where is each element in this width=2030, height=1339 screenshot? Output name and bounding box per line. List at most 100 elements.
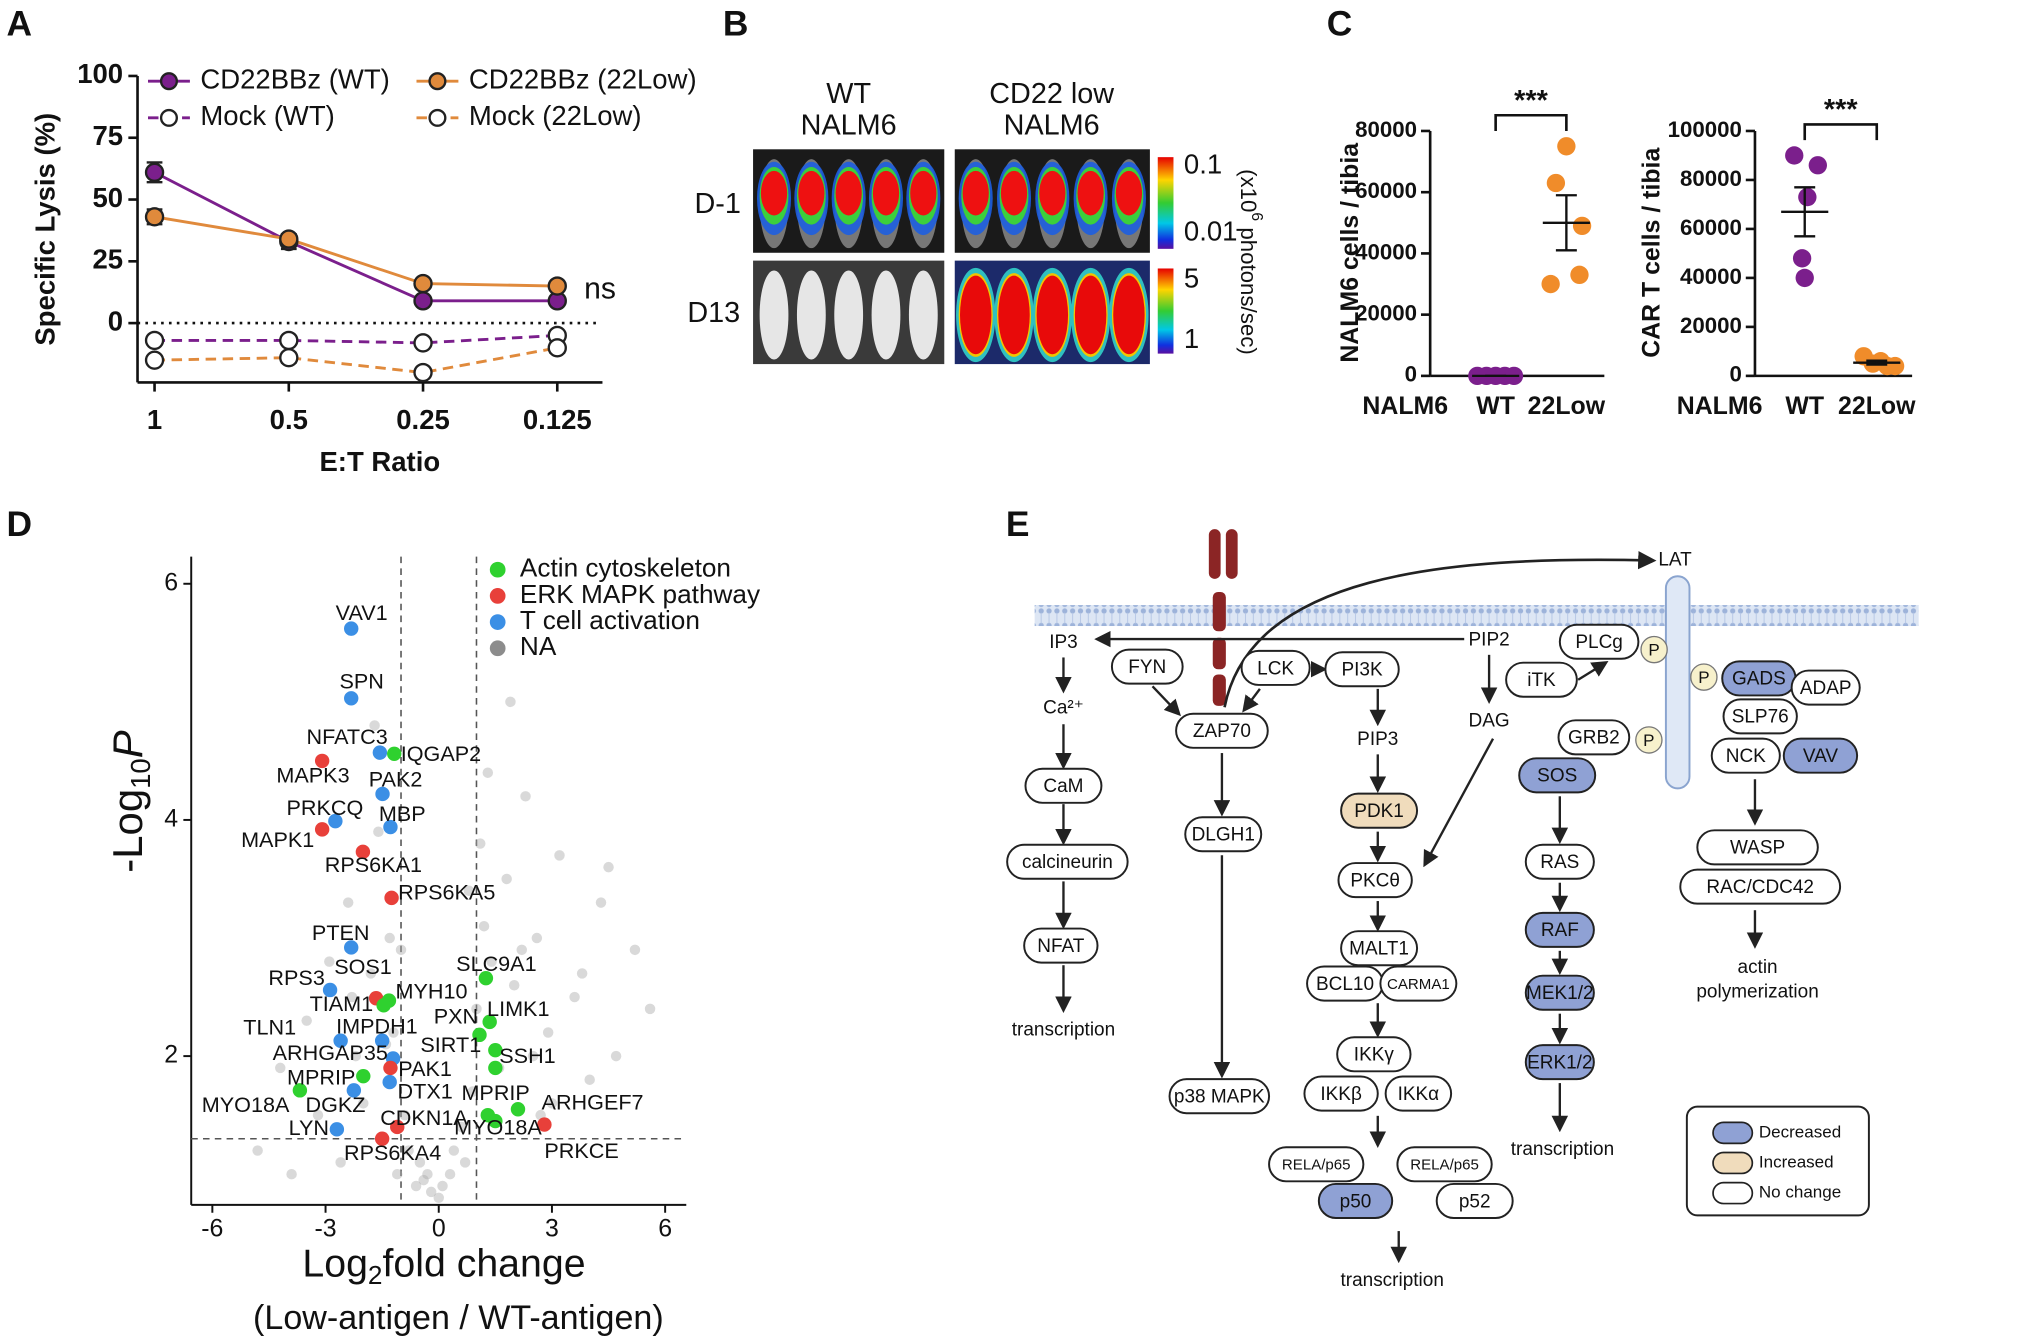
data-point [1808, 156, 1827, 175]
data-point [471, 1003, 482, 1015]
phospho [1635, 726, 1663, 754]
signal [835, 170, 862, 216]
legend-marker [159, 72, 178, 91]
pathway-text: LAT [1658, 550, 1692, 571]
point-label: DTX1 [398, 1078, 453, 1103]
data-point [413, 273, 433, 294]
data-point [410, 1180, 422, 1192]
node-box [1435, 1182, 1514, 1219]
x-tick-label: 1 [147, 404, 162, 435]
x-axis-label: NALM6 [1362, 392, 1448, 420]
y-tick-label: 20000 [1355, 301, 1417, 326]
data-point [508, 980, 520, 991]
data-point [1546, 173, 1566, 193]
data-point [322, 982, 338, 998]
x-tick-label: 0.125 [523, 404, 592, 435]
point-label: IMPDH1 [336, 1013, 418, 1038]
data-point [488, 1113, 503, 1129]
data-point [414, 1157, 426, 1168]
colorbar [1157, 157, 1174, 249]
y-tick-label: 0 [108, 305, 123, 336]
data-point [395, 944, 407, 956]
legend-marker [489, 640, 506, 657]
point-label: ARHGAP35 [273, 1040, 388, 1065]
data-point [252, 1145, 263, 1156]
node-box [1184, 816, 1263, 853]
data-point [527, 1050, 539, 1062]
y-tick-label: 4 [164, 805, 178, 833]
data-point [388, 1027, 399, 1038]
data-point [384, 890, 399, 906]
point-label: RPS6KA4 [344, 1140, 441, 1165]
legend-swatch [1712, 1121, 1754, 1145]
y-tick-label: 6 [164, 568, 178, 596]
node-box [1518, 757, 1597, 794]
legend-label: No change [1759, 1183, 1841, 1202]
x-axis-label: Log2fold change [302, 1242, 585, 1290]
label-part: Log [302, 1242, 368, 1286]
data-point [542, 1027, 554, 1038]
y-tick-label: 40000 [1680, 264, 1742, 289]
data-point [355, 844, 371, 860]
data-point [1798, 187, 1817, 207]
pathway-text: PIP3 [1357, 729, 1398, 750]
y-tick-label: 60000 [1355, 178, 1417, 203]
phospho [1690, 663, 1718, 691]
data-point [456, 1121, 467, 1133]
legend-label: Mock (22Low) [469, 100, 642, 131]
y-axis-label: Specific Lysis (%) [29, 113, 60, 346]
x-tick-label: 6 [658, 1214, 672, 1242]
data-point [358, 1098, 369, 1109]
data-point [346, 1083, 362, 1098]
data-point [342, 897, 354, 908]
data-point [547, 338, 567, 358]
data-point [554, 850, 565, 861]
node-label: ERK1/2 [1527, 1052, 1592, 1073]
significance-bracket [1803, 123, 1879, 141]
signal [1115, 170, 1143, 216]
x-tick-label: 0.25 [396, 404, 450, 435]
data-point [501, 873, 512, 885]
data-point [505, 696, 516, 708]
node-label: RAC/CDC42 [1706, 877, 1814, 898]
y-axis-label: NALM6 cells / tibia [1336, 143, 1364, 363]
node-label: RELA/p65 [1282, 1157, 1351, 1174]
pathway-text: transcription [1511, 1139, 1614, 1160]
signal [1077, 170, 1104, 216]
data-point [467, 1086, 478, 1097]
data-point [546, 1098, 558, 1109]
node-box [1336, 1036, 1412, 1073]
data-point [373, 826, 384, 837]
data-point [335, 1157, 346, 1168]
legend-label: CD22BBz (WT) [200, 63, 389, 94]
point-label: LIMK1 [487, 996, 549, 1021]
arrow [1151, 685, 1181, 717]
data-point [569, 991, 580, 1003]
node-label: ZAP70 [1193, 721, 1251, 742]
point-label: PRKCQ [286, 795, 363, 820]
node-box [1168, 1078, 1271, 1115]
point-label: SOS1 [334, 954, 392, 979]
data-point [459, 1157, 471, 1168]
point-label: MYH10 [395, 978, 467, 1003]
y-tick-label: 2 [164, 1041, 178, 1069]
data-point [516, 944, 527, 956]
node-box [1175, 712, 1269, 749]
node-box [1710, 737, 1781, 774]
colorbar-label: 1 [1184, 323, 1199, 354]
point-label: IQGAP2 [401, 741, 481, 766]
node-label: SOS [1537, 766, 1577, 787]
point-label: SLC9A1 [456, 951, 536, 976]
y-tick-label: 80000 [1355, 117, 1417, 142]
significance-bracket [1494, 113, 1568, 131]
row-label: D-1 [695, 188, 741, 220]
legend-label: CD22BBz (22Low) [469, 63, 697, 94]
data-point [422, 1168, 433, 1180]
membrane [1034, 605, 1919, 627]
data-point [482, 1014, 497, 1030]
data-point [547, 276, 567, 296]
point-label: PAK2 [369, 767, 423, 792]
node-label: calcineurin [1022, 852, 1113, 873]
data-point [629, 944, 641, 956]
node-label: GRB2 [1568, 728, 1620, 749]
